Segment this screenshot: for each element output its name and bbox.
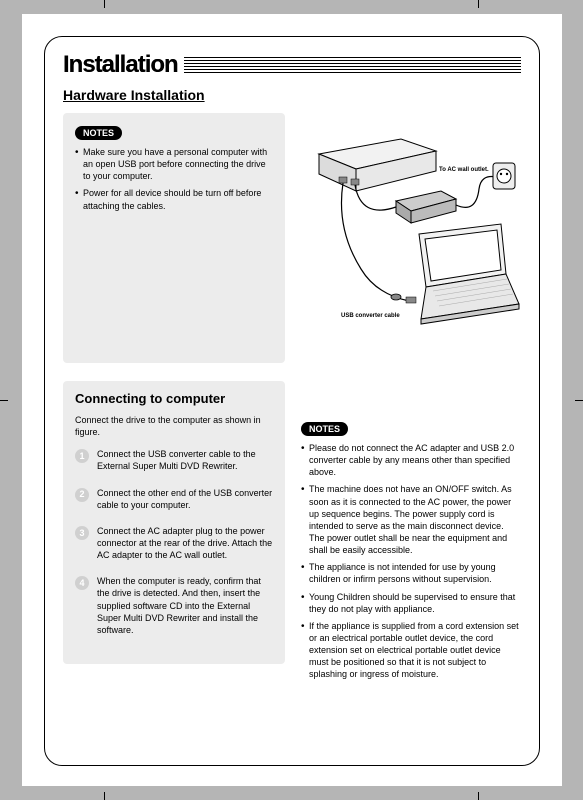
note-item: Young Children should be supervised to e… xyxy=(301,591,521,615)
note-item: The appliance is not intended for use by… xyxy=(301,561,521,585)
connect-lead: Connect the drive to the computer as sho… xyxy=(75,414,273,438)
connection-diagram: To AC wall outlet. xyxy=(301,119,521,334)
diagram-label-usb: USB converter cable xyxy=(341,313,400,319)
step-item: 3 Connect the AC adapter plug to the pow… xyxy=(75,525,273,561)
page-title-block: Installation Installation xyxy=(63,51,521,79)
note-item: If the appliance is supplied from a cord… xyxy=(301,620,521,681)
diagram-label-ac: To AC wall outlet. xyxy=(439,167,489,173)
note-item: Make sure you have a personal computer w… xyxy=(75,146,273,182)
right-notes-list: Please do not connect the AC adapter and… xyxy=(301,442,521,681)
note-item: Power for all device should be turn off … xyxy=(75,187,273,211)
notes-badge: NOTES xyxy=(301,422,348,436)
step-text: When the computer is ready, confirm that… xyxy=(97,575,273,636)
step-number-icon: 3 xyxy=(75,526,89,540)
step-number-icon: 4 xyxy=(75,576,89,590)
step-text: Connect the USB converter cable to the E… xyxy=(97,448,273,472)
lower-row: Connecting to computer Connect the drive… xyxy=(63,381,521,686)
page-title: Installation Installation xyxy=(63,51,184,79)
notes-badge: NOTES xyxy=(75,126,122,140)
note-item: Please do not connect the AC adapter and… xyxy=(301,442,521,478)
step-text: Connect the other end of the USB convert… xyxy=(97,487,273,511)
manual-page: Installation Installation Hardware Insta… xyxy=(22,14,562,786)
connect-steps: 1 Connect the USB converter cable to the… xyxy=(75,448,273,636)
section-heading: Hardware Installation xyxy=(63,87,521,103)
note-item: The machine does not have an ON/OFF swit… xyxy=(301,483,521,556)
content-frame: Installation Installation Hardware Insta… xyxy=(44,36,540,766)
step-item: 4 When the computer is ready, confirm th… xyxy=(75,575,273,636)
connect-box: Connecting to computer Connect the drive… xyxy=(63,381,285,664)
step-item: 1 Connect the USB converter cable to the… xyxy=(75,448,273,472)
top-notes-list: Make sure you have a personal computer w… xyxy=(75,146,273,212)
step-number-icon: 2 xyxy=(75,488,89,502)
step-item: 2 Connect the other end of the USB conve… xyxy=(75,487,273,511)
top-notes-box: NOTES Make sure you have a personal comp… xyxy=(63,113,285,363)
connect-title: Connecting to computer xyxy=(75,391,273,406)
step-number-icon: 1 xyxy=(75,449,89,463)
upper-row: NOTES Make sure you have a personal comp… xyxy=(63,113,521,363)
step-text: Connect the AC adapter plug to the power… xyxy=(97,525,273,561)
